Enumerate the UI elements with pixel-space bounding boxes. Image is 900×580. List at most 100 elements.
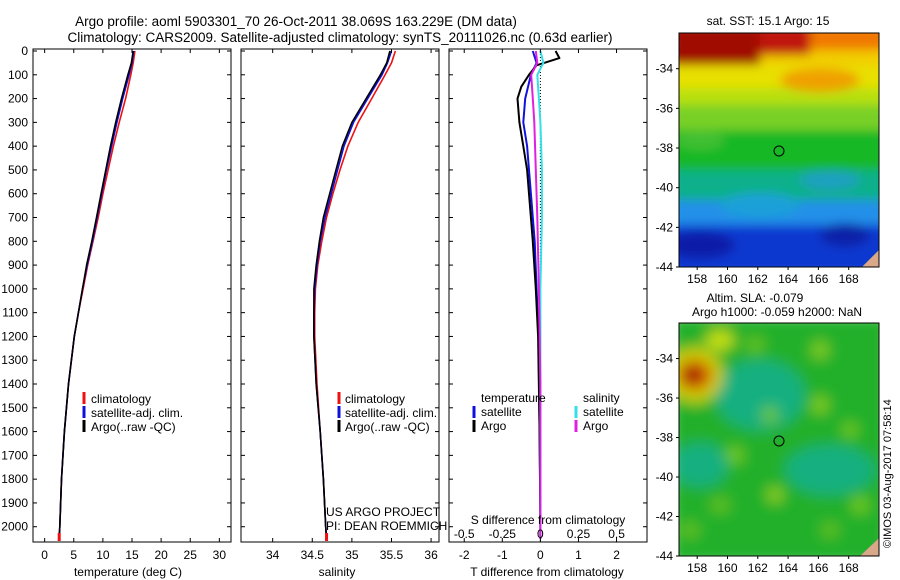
map-y-tick-label: -38 bbox=[656, 431, 674, 445]
legend-label-t-satellite: satellite bbox=[481, 405, 522, 419]
depth-tick-label: 1700 bbox=[1, 448, 28, 462]
salinity-x-ticks: 34 34.5 35 35.5 36 bbox=[266, 49, 438, 562]
s-tick-label: -0.25 bbox=[489, 527, 517, 541]
temperature-x-ticks: 0 5 10 15 20 25 30 bbox=[41, 49, 226, 562]
map-x-tick-label: 166 bbox=[808, 561, 828, 575]
map-x-tick-label: 164 bbox=[778, 272, 798, 286]
series-line-argo-raw-qc- bbox=[313, 50, 391, 539]
map-y-tick-label: -40 bbox=[656, 470, 674, 484]
map-x-tick-label: 168 bbox=[839, 561, 859, 575]
map-y-tick-label: -40 bbox=[656, 181, 674, 195]
depth-tick-label: 1900 bbox=[1, 496, 28, 510]
map-y-tick-label: -38 bbox=[656, 141, 674, 155]
map-y-tick-label: -42 bbox=[656, 510, 674, 524]
s-tick-label: 0 bbox=[537, 527, 544, 541]
temperature-series bbox=[57, 50, 136, 541]
depth-tick-label: 300 bbox=[8, 115, 28, 129]
series-line-climatology bbox=[58, 50, 136, 539]
sla-map-frame bbox=[678, 322, 880, 557]
depth-tick-label: 1400 bbox=[1, 377, 28, 391]
map-x-tick-label: 166 bbox=[808, 272, 828, 286]
depth-tick-label: 1200 bbox=[1, 329, 28, 343]
difference-xlabel: T difference from climatology bbox=[470, 565, 624, 579]
sla-map-title-2: Argo h1000: -0.059 h2000: NaN bbox=[692, 305, 862, 319]
series-line-t-argo bbox=[516, 50, 561, 539]
series-line-t-satellite bbox=[522, 50, 542, 539]
x-tick-label: 0 bbox=[41, 548, 48, 562]
x-tick-label: 1 bbox=[575, 548, 582, 562]
s-tick-label: -0.5 bbox=[454, 527, 475, 541]
credit-text: ©IMOS 03-Aug-2017 07:58:14 bbox=[882, 399, 894, 548]
depth-tick-label: 0 bbox=[21, 44, 28, 58]
x-tick-label: 35.5 bbox=[380, 548, 404, 562]
depth-tick-label: 1600 bbox=[1, 425, 28, 439]
depth-tick-marks bbox=[33, 50, 647, 528]
salinity-series bbox=[313, 50, 397, 541]
sst-map-frame bbox=[678, 32, 880, 268]
map-y-tick-label: -44 bbox=[656, 549, 674, 563]
legend-label-t-argo: Argo bbox=[481, 419, 507, 433]
x-tick-label: 34.5 bbox=[301, 548, 325, 562]
s-tick-label: 0.25 bbox=[567, 527, 591, 541]
legend-title-temperature: temperature bbox=[481, 391, 546, 405]
x-tick-label: -2 bbox=[459, 548, 470, 562]
series-line-satellite-adj-clim- bbox=[58, 50, 135, 539]
temperature-xlabel: temperature (deg C) bbox=[74, 565, 182, 579]
x-tick-label: 36 bbox=[424, 548, 438, 562]
legend-label-s-argo: Argo bbox=[583, 419, 609, 433]
x-tick-label: 20 bbox=[154, 548, 168, 562]
salinity-plot-frame bbox=[240, 48, 440, 543]
map-y-tick-label: -42 bbox=[656, 220, 674, 234]
series-line-satellite-adj-clim- bbox=[313, 50, 393, 539]
pi-label: PI: DEAN ROEMMICH bbox=[326, 519, 447, 533]
legend-label-satellite: satellite-adj. clim. bbox=[345, 406, 437, 420]
map-x-tick-label: 158 bbox=[687, 272, 707, 286]
salinity-xlabel: salinity bbox=[319, 565, 356, 579]
legend-label-argo: Argo(..raw -QC) bbox=[345, 420, 430, 434]
map-x-tick-label: 168 bbox=[839, 272, 859, 286]
salinity-difference-ticks: -0.5 -0.25 0 0.25 0.5 bbox=[454, 527, 625, 541]
legend-label-climatology: climatology bbox=[91, 392, 151, 406]
legend-label-s-satellite: satellite bbox=[583, 405, 624, 419]
depth-tick-label: 1000 bbox=[1, 282, 28, 296]
depth-tick-label: 100 bbox=[8, 68, 28, 82]
map-x-tick-label: 162 bbox=[748, 272, 768, 286]
depth-tick-labels: 0 100 200 300 400 500 600 700 800 900 1000 1100 1200… bbox=[1, 44, 28, 534]
map-y-tick-label: -34 bbox=[656, 62, 674, 76]
legend-label-climatology: climatology bbox=[345, 392, 405, 406]
depth-tick-label: 2000 bbox=[1, 520, 28, 534]
depth-tick-label: 500 bbox=[8, 163, 28, 177]
sst-map-ticks: 158 160 162 164 166 168 -34 -36 -38 -40 -42 -44 bbox=[656, 62, 859, 286]
salinity-legend: climatology satellite-adj. clim. Argo(..… bbox=[337, 392, 437, 434]
difference-plot-frame bbox=[448, 48, 648, 543]
map-y-tick-label: -44 bbox=[656, 260, 674, 274]
depth-tick-label: 400 bbox=[8, 139, 28, 153]
difference-x-ticks: -2 -1 0 1 2 bbox=[459, 49, 620, 562]
title-line-1: Argo profile: aoml 5903301_70 26-Oct-201… bbox=[75, 14, 517, 29]
map-y-tick-label: -36 bbox=[656, 391, 674, 405]
depth-tick-label: 1100 bbox=[2, 306, 28, 320]
difference-series bbox=[516, 50, 561, 541]
sla-map-title-1: Altim. SLA: -0.079 bbox=[707, 291, 804, 305]
x-tick-label: 25 bbox=[184, 548, 198, 562]
sst-map-title: sat. SST: 15.1 Argo: 15 bbox=[707, 14, 830, 28]
map-x-tick-label: 158 bbox=[687, 561, 707, 575]
x-tick-label: 15 bbox=[125, 548, 139, 562]
series-line-climatology bbox=[313, 50, 397, 539]
legend-label-argo: Argo(..raw -QC) bbox=[91, 420, 176, 434]
depth-tick-label: 1500 bbox=[1, 401, 28, 415]
depth-tick-label: 200 bbox=[8, 92, 28, 106]
sst-map bbox=[679, 33, 879, 267]
depth-tick-label: 1300 bbox=[1, 353, 28, 367]
sla-argo-marker bbox=[773, 435, 785, 447]
series-line-s-argo bbox=[530, 50, 542, 539]
x-tick-label: 35 bbox=[345, 548, 359, 562]
x-tick-label: 5 bbox=[70, 548, 77, 562]
title-line-2: Climatology: CARS2009. Satellite-adjuste… bbox=[67, 30, 612, 45]
depth-tick-label: 1800 bbox=[1, 472, 28, 486]
depth-tick-label: 600 bbox=[8, 187, 28, 201]
map-x-tick-label: 160 bbox=[717, 272, 737, 286]
map-y-tick-label: -36 bbox=[656, 101, 674, 115]
s-tick-label: 0.5 bbox=[608, 527, 625, 541]
